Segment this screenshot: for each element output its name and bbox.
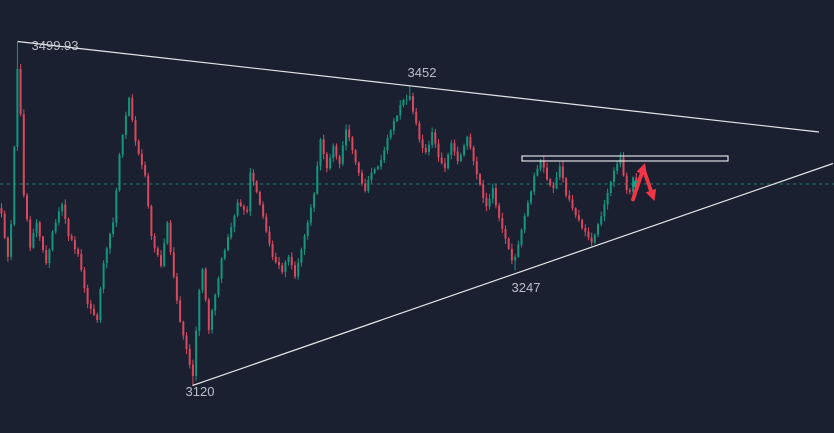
arrow-down-head-icon [645, 188, 657, 201]
price-label-3247: 3247 [512, 280, 541, 295]
candles-layer [0, 42, 638, 385]
red-direction-arrow[interactable] [631, 163, 657, 202]
arrow-down-shaft [642, 170, 653, 193]
price-label-3452: 3452 [408, 65, 437, 80]
lower-trendline[interactable] [192, 162, 834, 387]
arrow-up-shaft [631, 171, 644, 202]
upper-trendline[interactable] [17, 40, 820, 133]
price-labels-layer: 3499.93 3452 3247 3120 [32, 38, 541, 399]
resistance-zone-rectangle[interactable] [521, 155, 729, 162]
price-label-3120: 3120 [186, 384, 215, 399]
